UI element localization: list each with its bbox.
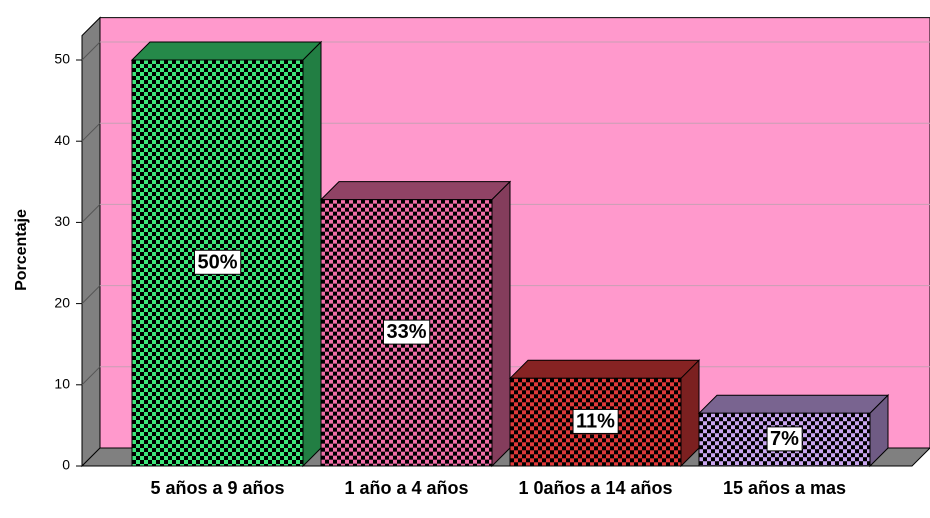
value-label-box (193, 249, 242, 275)
value-label: 50% (197, 251, 237, 273)
left-wall (81, 16, 101, 468)
value-label: 11% (576, 410, 615, 432)
bar-top (697, 394, 890, 414)
grid-line (81, 122, 101, 142)
bar-side (491, 180, 511, 468)
bar-side (680, 359, 700, 468)
y-axis-label: Porcentaje (13, 209, 30, 291)
grid-line (81, 285, 101, 304)
x-tick-label: 5 años a 9 años (150, 478, 285, 498)
value-label: 33% (386, 321, 426, 343)
value-label: 7% (770, 428, 799, 450)
y-tick-label: 50 (54, 51, 70, 67)
bar-top (508, 359, 701, 379)
value-label-box (382, 319, 431, 345)
y-tick-label: 40 (54, 132, 70, 148)
bar-top (130, 41, 323, 61)
y-tick-label: 20 (54, 294, 70, 310)
y-tick-label: 10 (54, 376, 70, 392)
grid-line (81, 41, 101, 61)
grid-line (81, 366, 101, 386)
bar-side (302, 40, 322, 468)
y-tick-label: 0 (62, 457, 70, 473)
x-tick-label: 15 años a mas (722, 478, 847, 498)
x-tick-label: 1 año a 4 años (344, 478, 469, 498)
x-tick-label: 1 0años a 14 años (518, 478, 673, 498)
grid-line (81, 204, 101, 223)
value-label-box (572, 408, 619, 434)
bar-top (319, 181, 512, 201)
value-label-box (766, 426, 803, 452)
y-tick-label: 30 (54, 213, 70, 229)
